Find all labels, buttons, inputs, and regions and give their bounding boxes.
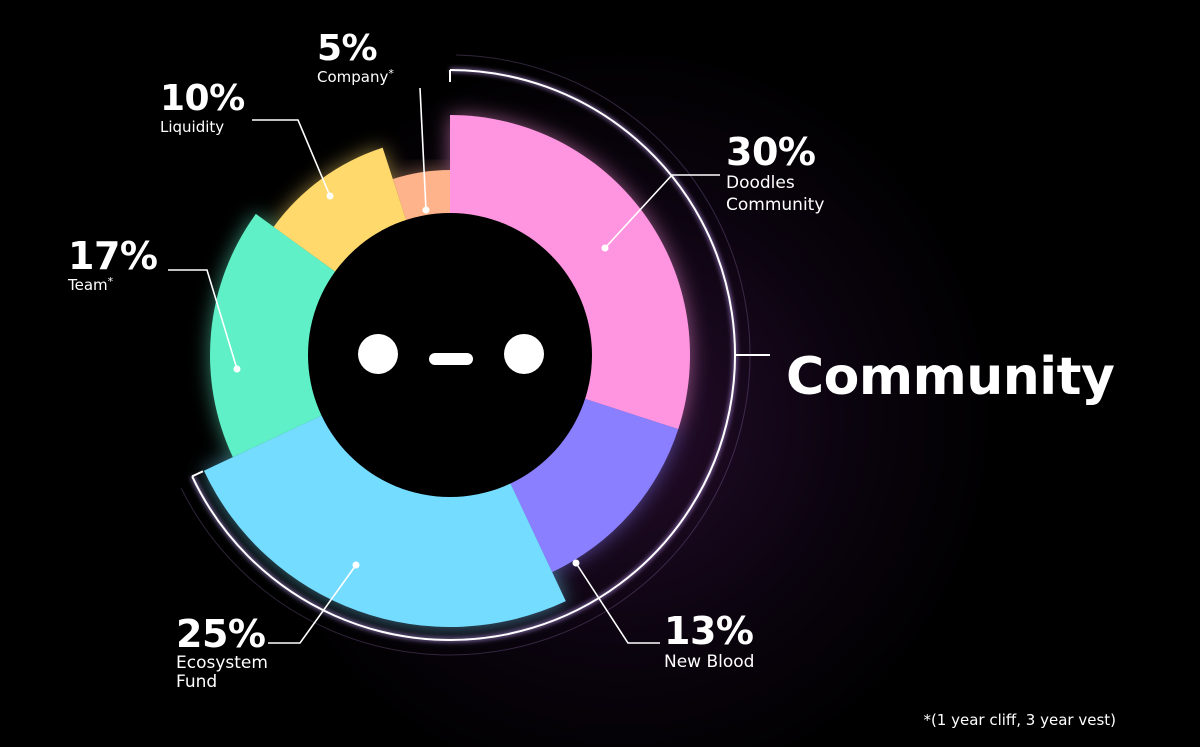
- leader-line-3: [168, 269, 238, 370]
- leader-line-0: [604, 174, 720, 249]
- leader-dot-0: [601, 244, 609, 252]
- label-percent: 25%: [176, 612, 266, 656]
- label-name-text: Company: [317, 68, 389, 86]
- slice-ecosystem-fund: [203, 414, 566, 628]
- slice-liquidity: [273, 147, 407, 273]
- asterisk-mark: *: [388, 67, 394, 80]
- asterisk-mark: *: [107, 275, 114, 288]
- label-doodles-community: 30% Doodles Community: [726, 132, 824, 216]
- leader-dot-2: [352, 561, 360, 569]
- label-company: 5% Company*: [317, 28, 394, 87]
- slice-company: [392, 170, 450, 222]
- label-ecosystem-fund: 25% Ecosystem Fund: [176, 614, 268, 692]
- label-percent: 10%: [160, 78, 245, 119]
- leader-line-2: [268, 564, 357, 644]
- leader-dot-1: [572, 559, 580, 567]
- label-new-blood: 13% New Blood: [664, 611, 754, 673]
- label-percent: 17%: [68, 234, 158, 278]
- label-percent: 5%: [317, 28, 378, 69]
- leader-line-1: [575, 562, 660, 644]
- slice-team: [210, 213, 337, 458]
- label-percent: 30%: [726, 130, 816, 174]
- label-name-text: Team: [68, 276, 108, 294]
- leader-line-5: [419, 87, 427, 211]
- group-label-community: Community: [786, 347, 1115, 407]
- footnote: *(1 year cliff, 3 year vest): [923, 711, 1116, 729]
- face-mouth: [429, 353, 473, 365]
- face-right-eye: [504, 334, 544, 374]
- label-team: 17% Team*: [68, 234, 158, 294]
- label-name: Ecosystem Fund: [176, 653, 268, 692]
- leader-line-4: [252, 119, 331, 197]
- leader-dot-4: [326, 192, 334, 200]
- face-left-eye: [358, 334, 398, 374]
- label-name: Company*: [317, 67, 394, 86]
- label-liquidity: 10% Liquidity: [160, 78, 245, 137]
- slice-new-blood: [509, 398, 679, 573]
- label-name: Team*: [68, 275, 157, 294]
- leader-dot-5: [422, 206, 430, 214]
- group-bracket: [191, 69, 736, 641]
- leader-dot-3: [233, 365, 241, 373]
- group-bracket-end-1: [191, 470, 204, 478]
- label-name: Doodles Community: [726, 173, 825, 215]
- group-bracket-halo: [180, 54, 751, 656]
- label-name: Liquidity: [160, 118, 225, 136]
- slice-doodles-community: [450, 115, 690, 430]
- label-percent: 13%: [664, 609, 754, 653]
- label-name: New Blood: [664, 652, 755, 672]
